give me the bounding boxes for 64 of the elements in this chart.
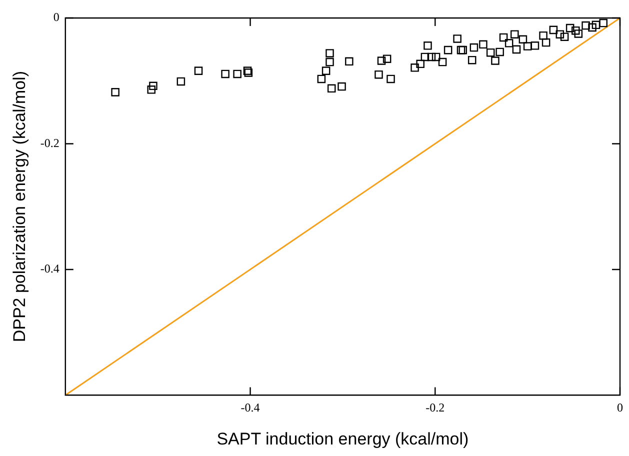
point <box>221 70 230 78</box>
x-axis-title: SAPT induction energy (kcal/mol) <box>216 429 469 448</box>
point <box>322 66 330 75</box>
point <box>244 68 253 77</box>
point <box>468 56 476 64</box>
point <box>453 34 462 43</box>
point <box>317 74 326 84</box>
point <box>518 35 528 44</box>
y-tick-label: -0.2 <box>40 136 60 150</box>
point <box>458 46 467 54</box>
point <box>499 33 508 42</box>
x-tick-label: -0.2 <box>426 400 445 415</box>
point <box>326 49 334 58</box>
point <box>243 66 252 75</box>
point <box>345 57 354 66</box>
point <box>147 86 156 94</box>
point <box>574 30 583 38</box>
x-tick-label: 0 <box>617 400 623 415</box>
point <box>377 56 386 65</box>
point <box>510 30 519 38</box>
point <box>496 48 504 56</box>
point <box>326 58 334 66</box>
point <box>194 66 203 75</box>
point <box>566 24 574 32</box>
point <box>410 64 419 72</box>
point <box>438 58 447 66</box>
point <box>599 18 608 28</box>
point <box>592 20 600 30</box>
point <box>424 42 432 50</box>
point <box>504 39 514 48</box>
y-tick-label: -0.4 <box>40 262 60 276</box>
point <box>588 23 596 32</box>
point <box>523 42 532 50</box>
point <box>327 84 336 93</box>
point <box>491 56 500 65</box>
point <box>149 82 158 90</box>
point <box>479 40 488 49</box>
point <box>560 32 569 41</box>
point <box>233 70 242 78</box>
point <box>542 38 550 47</box>
y-tick-label: 0 <box>53 10 60 24</box>
point <box>530 42 540 50</box>
point <box>539 31 548 40</box>
point <box>427 52 436 62</box>
point <box>470 43 478 52</box>
point <box>486 48 495 57</box>
point <box>556 30 564 38</box>
point <box>176 77 186 86</box>
point <box>382 54 392 63</box>
point <box>512 45 521 54</box>
point <box>420 52 430 62</box>
point <box>432 52 440 62</box>
point <box>549 26 558 34</box>
point <box>582 21 590 30</box>
point <box>338 82 346 91</box>
point <box>571 26 580 35</box>
point <box>111 88 120 96</box>
point <box>416 60 424 68</box>
point <box>444 46 452 54</box>
x-tick-label: -0.4 <box>240 400 260 415</box>
point <box>456 46 466 54</box>
point <box>386 74 395 84</box>
point <box>374 70 383 79</box>
y-axis-title: DPP2 polarization energy (kcal/mol) <box>10 71 29 342</box>
